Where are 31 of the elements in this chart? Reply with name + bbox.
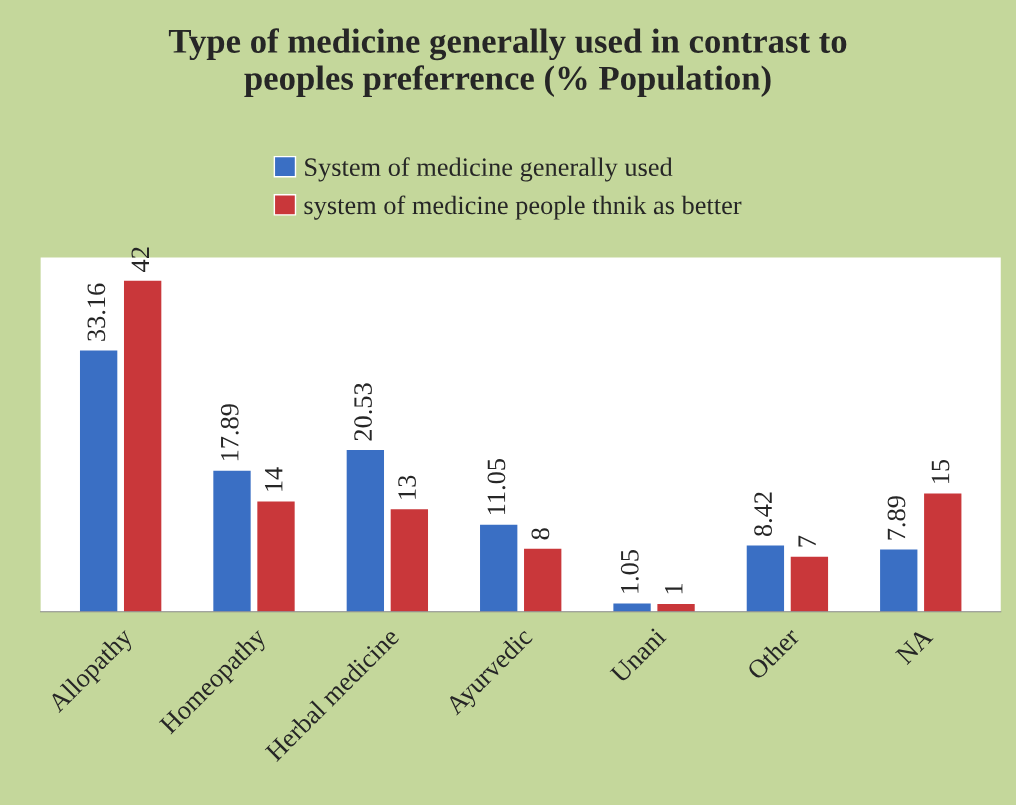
bar bbox=[346, 449, 385, 612]
data-label: 17.89 bbox=[220, 404, 239, 461]
data-label: 13 bbox=[398, 475, 416, 499]
data-label: 7 bbox=[798, 535, 816, 547]
legend-label: system of medicine people thnik as better bbox=[304, 195, 742, 220]
bar bbox=[257, 501, 295, 612]
bar bbox=[480, 524, 518, 612]
bar bbox=[790, 556, 829, 612]
bar bbox=[880, 549, 918, 612]
data-label: 1.05 bbox=[620, 550, 639, 593]
data-label: 20.53 bbox=[354, 383, 373, 441]
bar bbox=[123, 280, 162, 612]
data-label: 15 bbox=[931, 459, 950, 483]
data-label: 11.05 bbox=[487, 459, 506, 515]
legend-label: System of medicine generally used bbox=[305, 157, 673, 182]
chart-title: Type of medicine generally used in contrast to peoples preferrence (% Population) bbox=[168, 28, 847, 98]
data-label: 1 bbox=[664, 583, 683, 594]
x-tick-label: NA bbox=[894, 626, 934, 666]
bar bbox=[213, 470, 251, 612]
bar bbox=[924, 493, 962, 612]
data-label: 8.42 bbox=[754, 492, 773, 537]
data-label: 42 bbox=[131, 247, 149, 272]
bar bbox=[390, 509, 429, 612]
data-label: 8 bbox=[531, 528, 550, 540]
bar bbox=[79, 350, 118, 612]
bar bbox=[524, 548, 562, 612]
data-label: 7.89 bbox=[887, 496, 906, 540]
data-label: 33.16 bbox=[87, 283, 106, 341]
bar bbox=[657, 603, 695, 612]
data-label: 14 bbox=[264, 467, 283, 491]
bar bbox=[746, 545, 785, 612]
